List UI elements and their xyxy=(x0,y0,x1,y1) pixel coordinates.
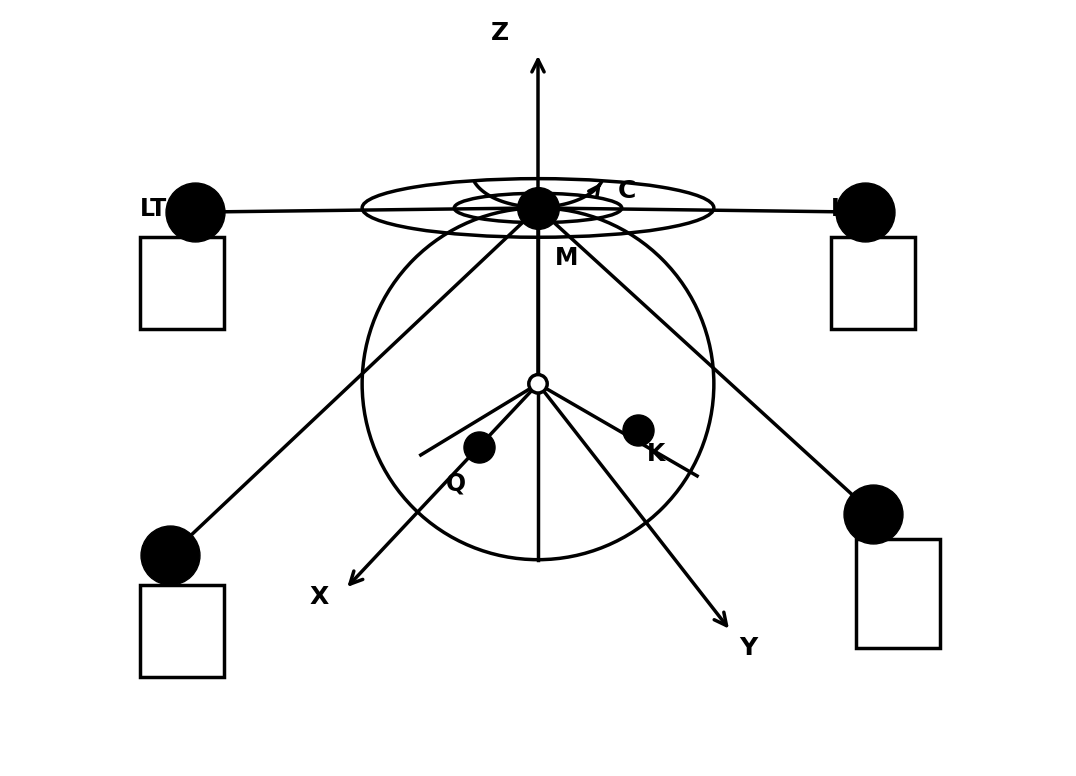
Point xyxy=(629,424,647,436)
Circle shape xyxy=(528,375,548,393)
Point xyxy=(161,549,179,562)
Text: K: K xyxy=(647,442,665,466)
Point xyxy=(186,206,203,218)
Text: LT4: LT4 xyxy=(856,498,900,522)
Point xyxy=(856,206,874,218)
Text: M: M xyxy=(555,246,578,269)
Text: Z: Z xyxy=(491,21,509,45)
Point xyxy=(529,202,547,214)
Bar xyxy=(140,237,224,329)
Point xyxy=(471,441,489,453)
Text: X: X xyxy=(310,585,328,609)
Text: LT1: LT1 xyxy=(140,196,184,220)
Bar xyxy=(831,237,915,329)
Text: C: C xyxy=(618,179,636,203)
Bar xyxy=(856,539,940,648)
Text: LT3: LT3 xyxy=(831,196,875,220)
Text: Y: Y xyxy=(739,636,758,660)
Bar xyxy=(140,585,224,677)
Text: Q: Q xyxy=(445,472,466,496)
Point xyxy=(864,508,881,520)
Text: LT2: LT2 xyxy=(140,544,184,568)
